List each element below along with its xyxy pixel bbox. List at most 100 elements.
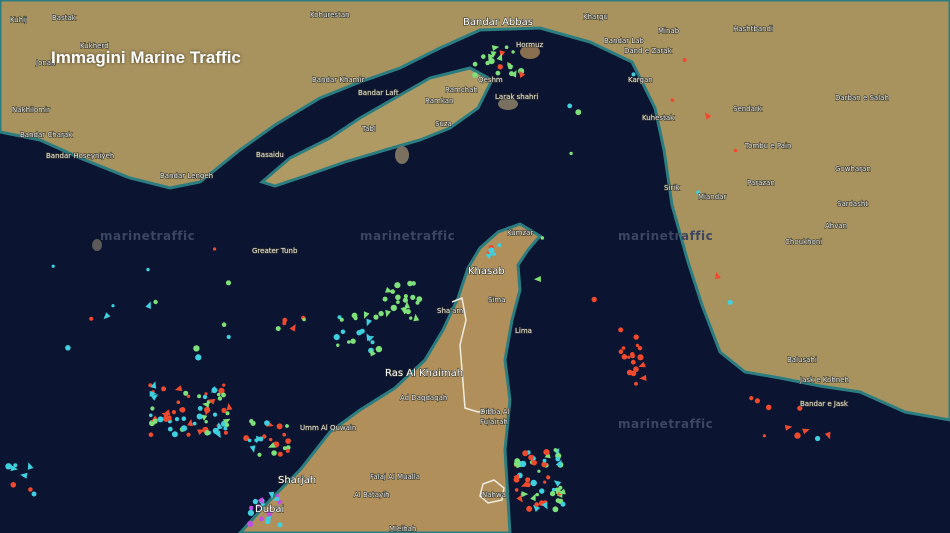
vessel-marker[interactable] bbox=[146, 267, 150, 272]
vessel-marker[interactable] bbox=[754, 398, 761, 404]
vessel-marker[interactable] bbox=[491, 45, 500, 51]
vessel-marker[interactable] bbox=[217, 422, 223, 430]
vessel-marker[interactable] bbox=[163, 415, 170, 422]
vessel-marker[interactable] bbox=[552, 506, 559, 513]
vessel-marker[interactable] bbox=[247, 438, 252, 443]
vessel-marker[interactable] bbox=[638, 361, 646, 368]
vessel-marker[interactable] bbox=[187, 418, 193, 427]
vessel-marker[interactable] bbox=[257, 497, 264, 505]
vessel-marker[interactable] bbox=[204, 420, 208, 424]
vessel-marker[interactable] bbox=[385, 287, 393, 293]
vessel-marker[interactable] bbox=[216, 392, 221, 397]
vessel-marker[interactable] bbox=[618, 349, 624, 355]
vessel-marker[interactable] bbox=[363, 311, 370, 319]
vessel-marker[interactable] bbox=[639, 374, 647, 381]
vessel-marker[interactable] bbox=[511, 50, 515, 54]
vessel-marker[interactable] bbox=[749, 396, 754, 401]
vessel-marker[interactable] bbox=[282, 432, 287, 437]
vessel-marker[interactable] bbox=[111, 304, 115, 308]
vessel-marker[interactable] bbox=[824, 431, 831, 440]
vessel-marker[interactable] bbox=[497, 243, 502, 248]
vessel-marker[interactable] bbox=[409, 316, 413, 320]
vessel-marker[interactable] bbox=[815, 435, 821, 442]
vessel-marker[interactable] bbox=[797, 405, 803, 411]
vessel-marker[interactable] bbox=[510, 70, 517, 78]
vessel-marker[interactable] bbox=[390, 304, 397, 312]
vessel-marker[interactable] bbox=[472, 72, 478, 78]
vessel-marker[interactable] bbox=[539, 488, 545, 494]
vessel-marker[interactable] bbox=[20, 472, 28, 479]
vessel-marker[interactable] bbox=[275, 497, 280, 501]
vessel-marker[interactable] bbox=[410, 294, 416, 300]
vessel-marker[interactable] bbox=[339, 317, 344, 322]
vessel-marker[interactable] bbox=[407, 280, 413, 287]
vessel-marker[interactable] bbox=[186, 432, 191, 437]
vessel-marker[interactable] bbox=[256, 503, 261, 508]
vessel-marker[interactable] bbox=[221, 392, 226, 398]
vessel-marker[interactable] bbox=[528, 454, 534, 461]
vessel-marker[interactable] bbox=[762, 434, 767, 438]
vessel-marker[interactable] bbox=[533, 276, 541, 282]
vessel-marker[interactable] bbox=[336, 343, 340, 347]
vessel-marker[interactable] bbox=[289, 324, 296, 332]
vessel-marker[interactable] bbox=[226, 403, 233, 411]
vessel-marker[interactable] bbox=[390, 289, 396, 294]
vessel-marker[interactable] bbox=[634, 381, 638, 386]
vessel-marker[interactable] bbox=[264, 420, 270, 426]
vessel-marker[interactable] bbox=[13, 463, 18, 468]
vessel-marker[interactable] bbox=[10, 465, 18, 472]
vessel-marker[interactable] bbox=[413, 313, 420, 322]
vessel-marker[interactable] bbox=[27, 462, 34, 470]
vessel-marker[interactable] bbox=[630, 359, 636, 365]
vessel-marker[interactable] bbox=[276, 423, 283, 430]
vessel-marker[interactable] bbox=[521, 491, 529, 498]
vessel-marker[interactable] bbox=[276, 494, 280, 498]
vessel-marker[interactable] bbox=[225, 280, 232, 286]
vessel-marker[interactable] bbox=[504, 45, 509, 49]
vessel-marker[interactable] bbox=[541, 461, 548, 468]
vessel-marker[interactable] bbox=[507, 61, 514, 70]
vessel-marker[interactable] bbox=[670, 98, 675, 102]
vessel-marker[interactable] bbox=[285, 448, 290, 453]
vessel-marker[interactable] bbox=[149, 413, 153, 418]
vessel-marker[interactable] bbox=[373, 314, 379, 320]
vessel-marker[interactable] bbox=[351, 312, 358, 319]
vessel-marker[interactable] bbox=[333, 334, 340, 341]
vessel-marker[interactable] bbox=[518, 70, 526, 79]
vessel-marker[interactable] bbox=[567, 103, 573, 109]
vessel-marker[interactable] bbox=[575, 109, 582, 116]
vessel-marker[interactable] bbox=[211, 387, 218, 394]
vessel-marker[interactable] bbox=[553, 480, 562, 487]
vessel-marker[interactable] bbox=[378, 310, 384, 317]
vessel-marker[interactable] bbox=[221, 407, 227, 413]
vessel-marker[interactable] bbox=[635, 343, 640, 348]
vessel-marker[interactable] bbox=[202, 394, 208, 400]
vessel-marker[interactable] bbox=[356, 330, 362, 336]
vessel-marker[interactable] bbox=[522, 450, 529, 457]
vessel-marker[interactable] bbox=[543, 449, 550, 456]
vessel-marker[interactable] bbox=[682, 58, 687, 62]
vessel-marker[interactable] bbox=[488, 58, 495, 65]
vessel-marker[interactable] bbox=[302, 317, 306, 322]
vessel-marker[interactable] bbox=[495, 70, 501, 76]
vessel-marker[interactable] bbox=[535, 492, 539, 497]
vessel-marker[interactable] bbox=[366, 333, 373, 341]
vessel-marker[interactable] bbox=[531, 459, 537, 466]
vessel-marker[interactable] bbox=[396, 300, 400, 304]
vessel-marker[interactable] bbox=[145, 301, 151, 309]
vessel-marker[interactable] bbox=[537, 469, 541, 473]
vessel-marker[interactable] bbox=[243, 435, 250, 442]
vessel-marker[interactable] bbox=[258, 436, 264, 442]
vessel-marker[interactable] bbox=[197, 394, 202, 399]
vessel-marker[interactable] bbox=[214, 430, 221, 439]
vessel-marker[interactable] bbox=[5, 463, 12, 470]
vessel-marker[interactable] bbox=[103, 312, 111, 320]
vessel-marker[interactable] bbox=[257, 452, 262, 457]
vessel-marker[interactable] bbox=[259, 516, 265, 522]
vessel-marker[interactable] bbox=[497, 64, 503, 70]
vessel-marker[interactable] bbox=[366, 318, 373, 327]
vessel-marker[interactable] bbox=[513, 474, 519, 482]
vessel-marker[interactable] bbox=[554, 487, 560, 493]
vessel-marker[interactable] bbox=[727, 299, 733, 305]
